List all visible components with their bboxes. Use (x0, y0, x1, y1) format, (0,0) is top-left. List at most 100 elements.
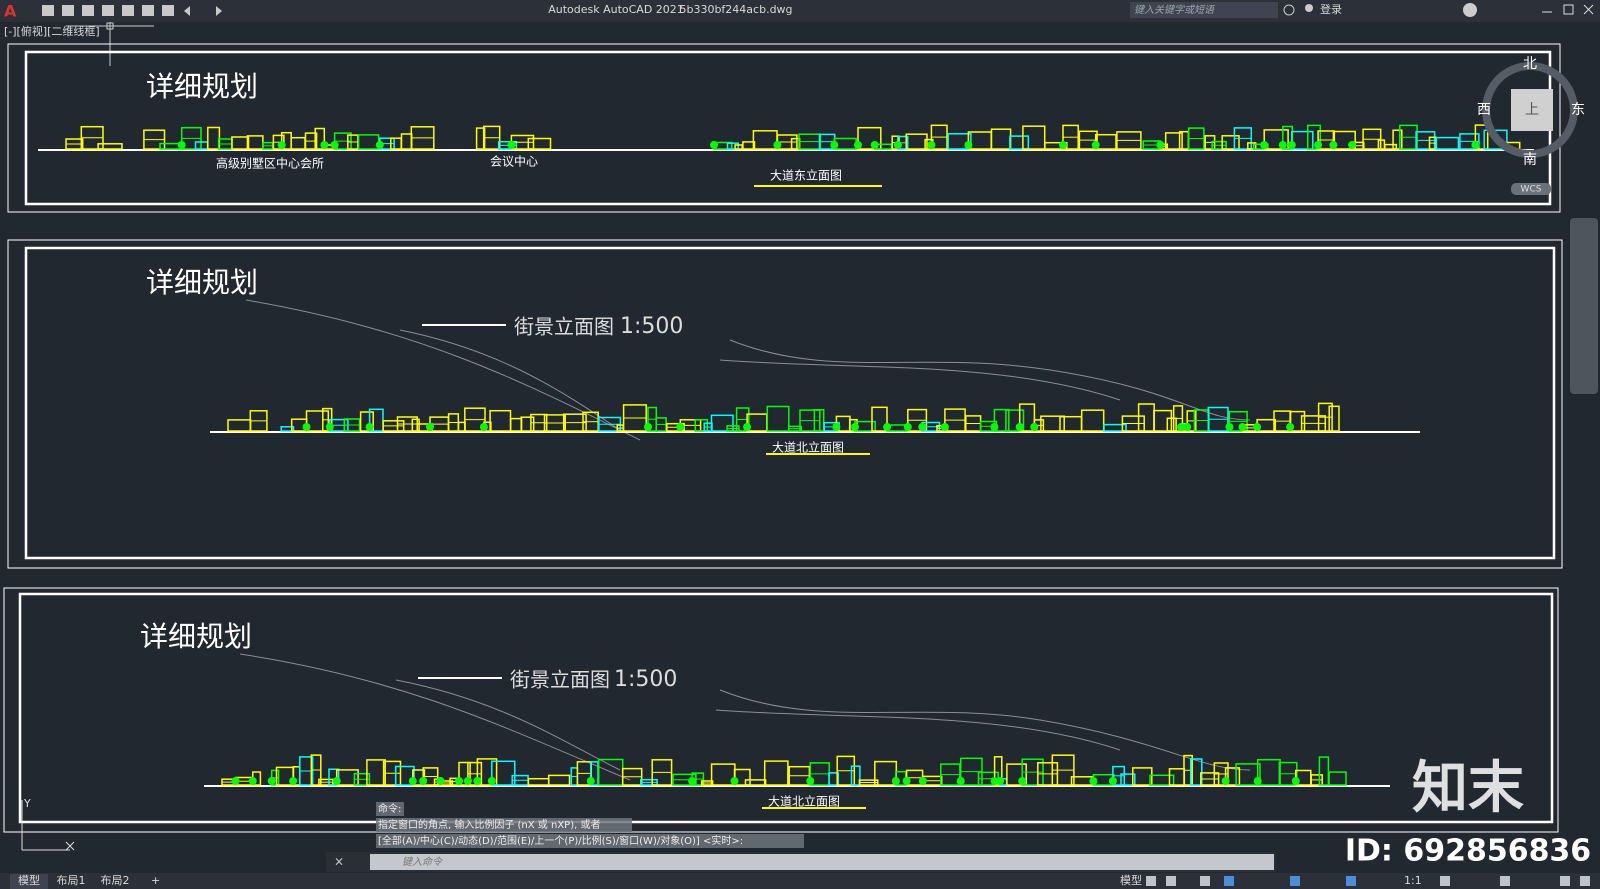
viewcube-north[interactable]: 北 (1523, 56, 1537, 72)
command-placeholder: 键入命令 (402, 856, 443, 868)
tree (676, 423, 685, 431)
viewcube-east[interactable]: 东 (1571, 102, 1585, 118)
login-link[interactable]: 登录 (1320, 2, 1342, 16)
print-button[interactable] (162, 5, 174, 16)
building-block (1153, 409, 1173, 432)
tree (1183, 423, 1192, 431)
viewcube-west[interactable]: 西 (1477, 102, 1491, 118)
building-block (828, 772, 839, 786)
publish-button[interactable] (122, 5, 134, 16)
building-block (1392, 129, 1403, 150)
history-line-bg (376, 802, 404, 816)
panel-2-outer (7, 239, 1563, 569)
panel-title: 详细规划 (146, 266, 258, 299)
building-block (231, 136, 250, 150)
panel-3-outer (3, 587, 1559, 833)
snap-toggle[interactable] (1166, 876, 1176, 886)
plot-button[interactable] (142, 5, 154, 16)
ortho-toggle[interactable] (1200, 876, 1210, 886)
building-block (1120, 773, 1136, 786)
tree (806, 777, 815, 785)
maximize-button[interactable] (1563, 4, 1574, 15)
tree (436, 777, 445, 785)
tree (1089, 777, 1098, 785)
history-line: 命令: (378, 802, 401, 815)
polar-toggle[interactable] (1224, 876, 1234, 886)
status-toggles (1146, 876, 1590, 886)
building-block (1247, 142, 1257, 150)
tree (375, 141, 384, 149)
customize-button[interactable] (1580, 876, 1590, 886)
search-box[interactable] (1130, 2, 1278, 18)
open-button[interactable] (62, 5, 74, 16)
tree (507, 141, 516, 149)
drawing-scale: 1:500 (620, 314, 683, 339)
building-block (1189, 758, 1203, 786)
tree (463, 777, 472, 785)
command-input[interactable] (370, 854, 1274, 870)
building-block (1221, 135, 1240, 150)
layout-tab[interactable]: 模型 (18, 873, 40, 887)
save-as-button[interactable] (102, 5, 114, 16)
building-label: 会议中心 (490, 154, 538, 169)
new-button[interactable] (42, 5, 54, 16)
viewcube-face[interactable] (1511, 89, 1553, 131)
elevation-buildings (65, 124, 1521, 150)
wcs-button[interactable] (1511, 183, 1551, 195)
building-block (1435, 136, 1460, 150)
tree (302, 423, 311, 431)
tree (1221, 777, 1230, 785)
command-close[interactable]: × (334, 855, 344, 869)
building-block (97, 143, 123, 150)
viewcube-south[interactable]: 南 (1523, 152, 1537, 168)
tree (1225, 423, 1234, 431)
layout-tab[interactable]: 布局1 (57, 874, 86, 887)
fullscreen-button[interactable] (1560, 876, 1570, 886)
tree (940, 423, 949, 431)
search-icon[interactable] (1283, 4, 1295, 16)
building-block (993, 756, 1003, 786)
viewcube-ring[interactable] (1482, 62, 1578, 158)
app-logo[interactable]: A (4, 2, 17, 21)
workspace-button[interactable] (1500, 876, 1510, 886)
tree (479, 423, 488, 431)
building-block (990, 128, 1012, 150)
tree (1287, 141, 1296, 149)
tree (1018, 777, 1027, 785)
status-mode[interactable]: 模型 (1120, 873, 1142, 887)
panel-1-outer (7, 43, 1561, 213)
viewcube[interactable]: 上 北 南 东 西 WCS (1477, 56, 1585, 195)
navigation-bar[interactable] (1570, 218, 1598, 394)
history-line-bg (376, 834, 804, 848)
building-block (694, 418, 709, 432)
drawing-caption: 大道北立面图 (772, 440, 844, 455)
building-block (1224, 767, 1241, 786)
history-line: 指定窗口的角点, 输入比例因子 (nX 或 nXP), 或者 (378, 818, 600, 831)
help-icon[interactable] (1463, 3, 1477, 17)
add-tab[interactable]: + (151, 874, 160, 887)
watermark-brand: 知末 (1412, 756, 1524, 821)
lineweight-toggle[interactable] (1346, 876, 1356, 886)
close-button[interactable] (1583, 4, 1594, 15)
tree (1156, 141, 1165, 149)
tree (1471, 141, 1480, 149)
building-block (227, 419, 252, 432)
grid-toggle[interactable] (1146, 876, 1156, 886)
user-icon[interactable] (1305, 4, 1313, 12)
building-block (1005, 409, 1025, 432)
save-button[interactable] (82, 5, 94, 16)
annotation-scale[interactable]: 1:1 (1404, 874, 1422, 887)
settings-button[interactable] (1440, 876, 1450, 886)
redo-button[interactable] (216, 6, 222, 16)
tree (1059, 141, 1067, 149)
undo-button[interactable] (184, 6, 190, 16)
drawing-heading: 街景立面图 (510, 668, 610, 692)
layout-tab[interactable]: 布局2 (101, 874, 130, 887)
osnap-toggle[interactable] (1290, 876, 1300, 886)
building-block (1164, 132, 1183, 150)
tree (365, 423, 374, 431)
viewport-label[interactable]: [-][俯视][二维线框] (4, 24, 100, 38)
wcs-label[interactable]: WCS (1521, 185, 1542, 195)
viewcube-top[interactable]: 上 (1525, 102, 1539, 118)
